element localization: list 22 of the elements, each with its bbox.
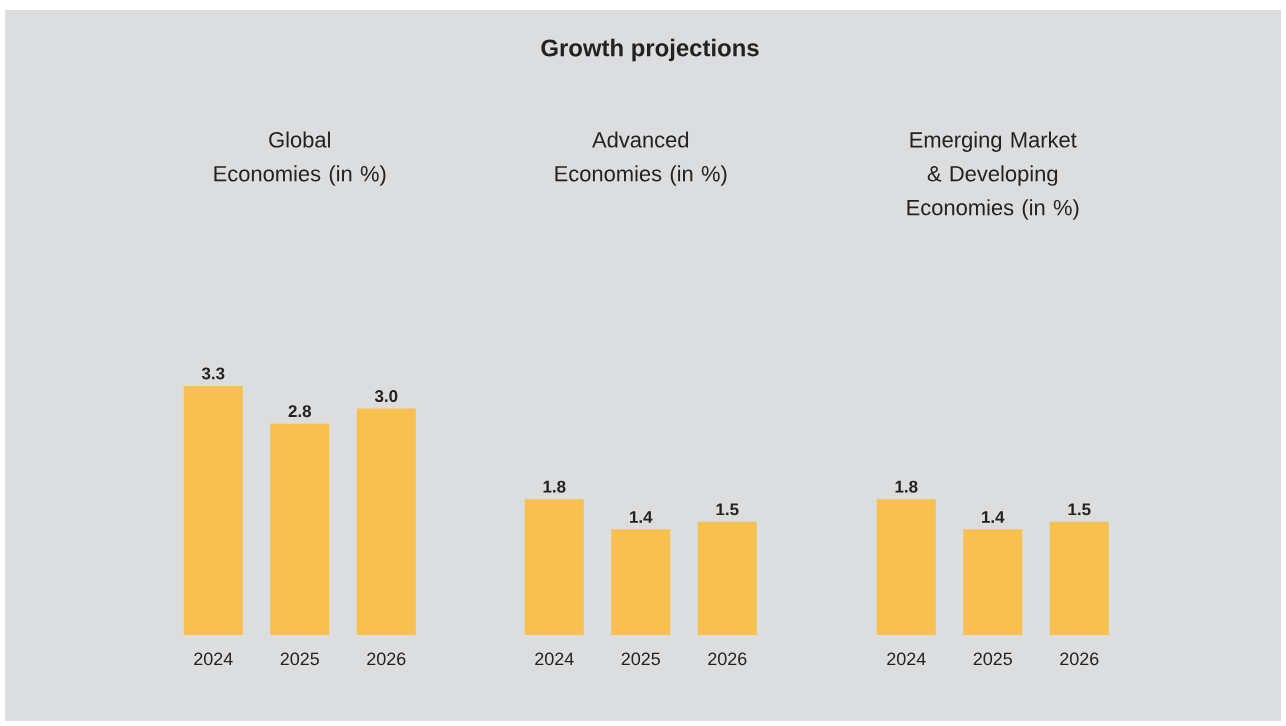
chart-title: Global Economies (in %) [214, 131, 386, 186]
x-tick-label: 2024 [194, 652, 233, 666]
data-label: 1.5 [1068, 503, 1091, 516]
data-label: 1.4 [982, 511, 1005, 523]
data-label: 1.8 [543, 480, 566, 493]
x-tick-label: 2024 [535, 652, 574, 666]
data-label: 1.5 [716, 503, 739, 516]
x-tick-label: 2025 [280, 652, 319, 666]
x-tick-label: 2026 [708, 652, 747, 666]
text: Growth projections [541, 38, 759, 62]
data-label: 1.4 [630, 511, 653, 523]
x-tick-label: 2025 [973, 652, 1012, 666]
data-label: 3.0 [374, 390, 398, 403]
chart-title: Emerging Market & Developing Economies (in %) [907, 131, 1079, 220]
x-tick-label: 2026 [367, 652, 406, 666]
chart-title: Advanced Economies (in %) [555, 131, 727, 186]
x-tick-label: 2026 [1060, 652, 1099, 666]
data-label: 3.3 [201, 367, 225, 380]
x-tick-label: 2025 [621, 652, 660, 666]
x-tick-label: 2024 [887, 652, 926, 666]
data-label: 2.8 [288, 405, 312, 418]
data-label: 1.8 [895, 480, 918, 493]
